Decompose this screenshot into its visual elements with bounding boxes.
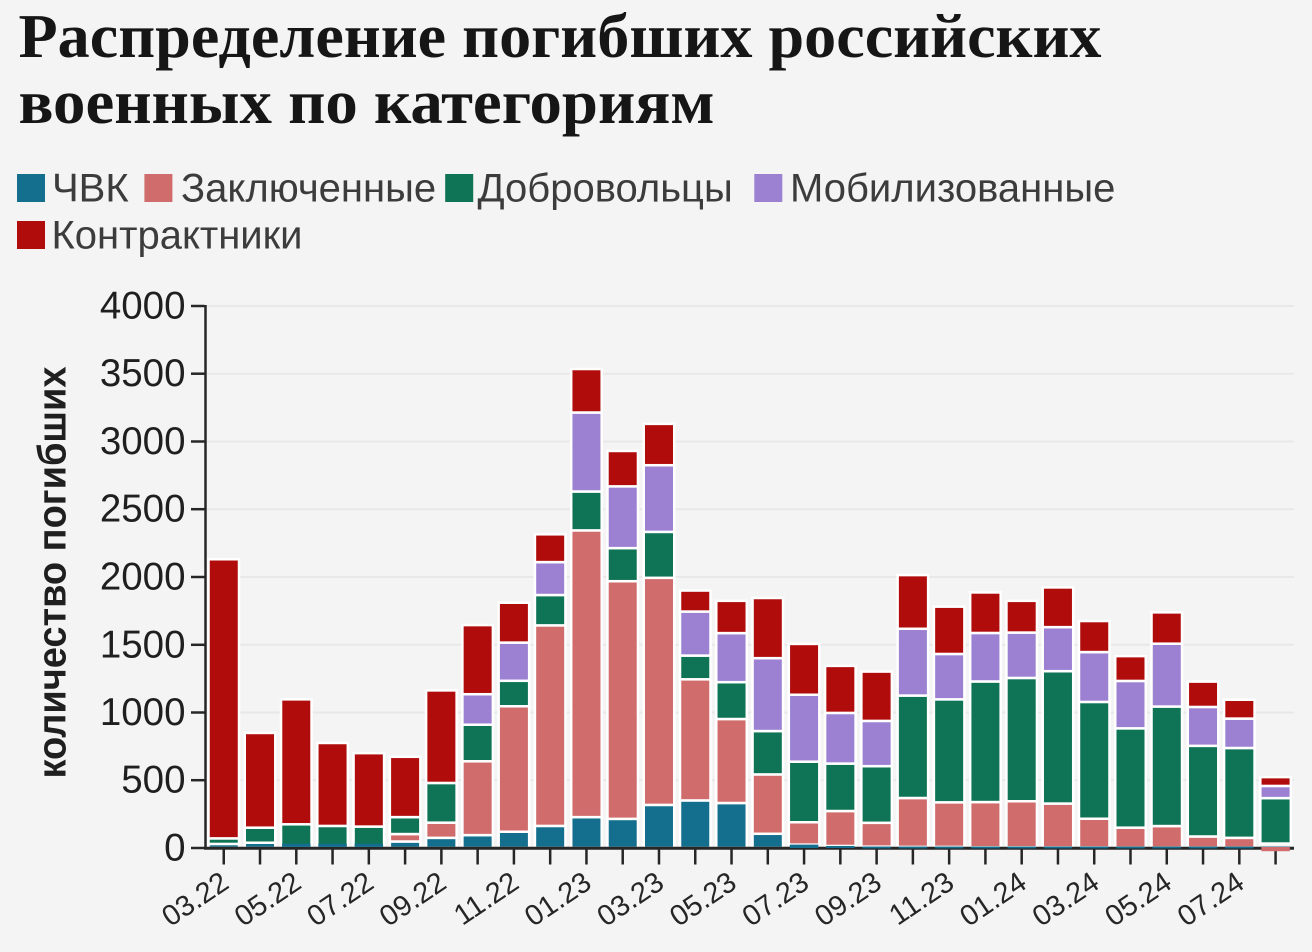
svg-text:3000: 3000 bbox=[100, 420, 186, 463]
svg-text:военных по категориям: военных по категориям bbox=[19, 69, 715, 137]
svg-text:2000: 2000 bbox=[100, 556, 186, 599]
svg-text:Заключенные: Заключенные bbox=[181, 167, 436, 211]
svg-text:Добровольцы: Добровольцы bbox=[478, 167, 733, 211]
svg-text:0: 0 bbox=[164, 827, 185, 870]
svg-text:количество погибших: количество погибших bbox=[31, 367, 75, 779]
svg-text:ЧВК: ЧВК bbox=[52, 167, 129, 211]
svg-text:2500: 2500 bbox=[100, 488, 186, 531]
svg-text:1000: 1000 bbox=[100, 691, 186, 734]
svg-text:Распределение погибших российс: Распределение погибших российских bbox=[19, 3, 1102, 71]
svg-text:500: 500 bbox=[121, 759, 185, 802]
svg-text:3500: 3500 bbox=[100, 352, 186, 395]
svg-text:Мобилизованные: Мобилизованные bbox=[790, 167, 1115, 211]
svg-text:1500: 1500 bbox=[100, 623, 186, 666]
svg-text:Контрактники: Контрактники bbox=[52, 214, 303, 258]
svg-text:4000: 4000 bbox=[100, 285, 186, 328]
